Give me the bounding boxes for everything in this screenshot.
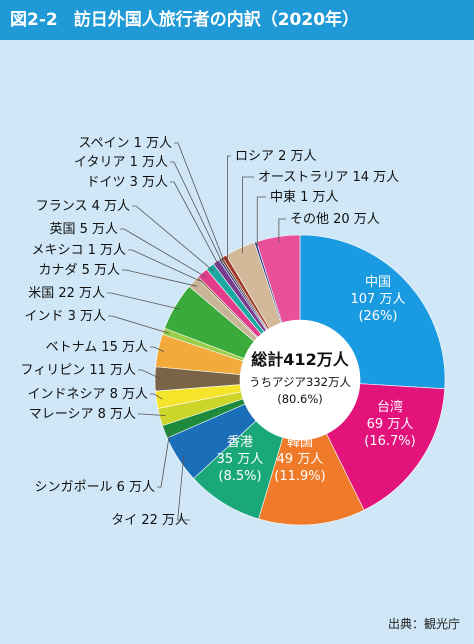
leader-line-メキシコ xyxy=(128,249,202,283)
label-中東: 中東 1 万人 xyxy=(270,189,339,205)
label-シンガポール: シンガポール 6 万人 xyxy=(34,480,155,495)
label-その他: その他 20 万人 xyxy=(290,212,380,227)
label-英国: 英国 5 万人 xyxy=(49,222,118,237)
label-米国: 米国 22 万人 xyxy=(28,286,105,301)
leader-line-マレーシア xyxy=(138,413,166,417)
leader-line-イタリア xyxy=(170,161,224,265)
label-タイ: タイ 22 万人 xyxy=(111,513,188,528)
leader-line-カナダ xyxy=(122,269,198,287)
asia-total-label: うちアジア332万人 xyxy=(249,375,351,389)
leader-line-オーストラリア xyxy=(242,176,254,254)
label-マレーシア: マレーシア 8 万人 xyxy=(29,407,136,422)
center-disc xyxy=(240,320,360,440)
asia-percent-label: (80.6%) xyxy=(277,392,323,406)
leader-line-フランス xyxy=(132,205,214,272)
label-フランス: フランス 4 万人 xyxy=(36,199,130,214)
leader-line-シンガポール xyxy=(157,429,171,488)
leader-line-英国 xyxy=(120,228,207,278)
leader-line-ロシア xyxy=(227,155,231,262)
label-台湾: 台湾 69 万人(16.7%) xyxy=(364,399,415,449)
leader-line-ドイツ xyxy=(170,181,220,267)
leader-line-フィリピン xyxy=(138,369,162,380)
leader-line-タイ xyxy=(177,456,190,521)
leader-line-インドネシア xyxy=(150,393,163,400)
label-カナダ: カナダ 5 万人 xyxy=(38,263,120,278)
label-フィリピン: フィリピン 11 万人 xyxy=(20,363,136,378)
title-bar: 図2-2 訪日外国人旅行者の内訳（2020年） xyxy=(0,0,474,40)
label-インド: インド 3 万人 xyxy=(24,309,106,324)
label-ロシア: ロシア 2 万人 xyxy=(235,149,317,164)
leader-line-その他 xyxy=(278,218,286,243)
label-ベトナム: ベトナム 15 万人 xyxy=(46,340,148,355)
leader-line-米国 xyxy=(107,292,181,310)
label-中国: 中国 107 万人(26%) xyxy=(351,275,406,324)
label-インドネシア: インドネシア 8 万人 xyxy=(27,387,148,402)
leader-line-中東 xyxy=(256,196,266,248)
chart-title: 訪日外国人旅行者の内訳（2020年） xyxy=(73,10,360,30)
source-note: 出典：観光庁 xyxy=(387,617,460,631)
label-イタリア: イタリア 1 万人 xyxy=(74,155,168,170)
label-スペイン: スペイン 1 万人 xyxy=(78,136,172,151)
label-韓国: 韓国 49 万人(11.9%) xyxy=(274,435,325,484)
leader-line-インド xyxy=(108,315,170,334)
label-ドイツ: ドイツ 3 万人 xyxy=(86,175,168,190)
label-香港: 香港 35 万人(8.5%) xyxy=(217,435,264,484)
figure-number: 図2-2 xyxy=(10,10,58,30)
leader-line-スペイン xyxy=(174,142,226,264)
label-メキシコ: メキシコ 1 万人 xyxy=(31,243,126,258)
label-オーストラリア: オーストラリア 14 万人 xyxy=(258,170,399,185)
leader-line-ベトナム xyxy=(150,346,165,352)
total-label: 総計412万人 xyxy=(251,350,349,369)
